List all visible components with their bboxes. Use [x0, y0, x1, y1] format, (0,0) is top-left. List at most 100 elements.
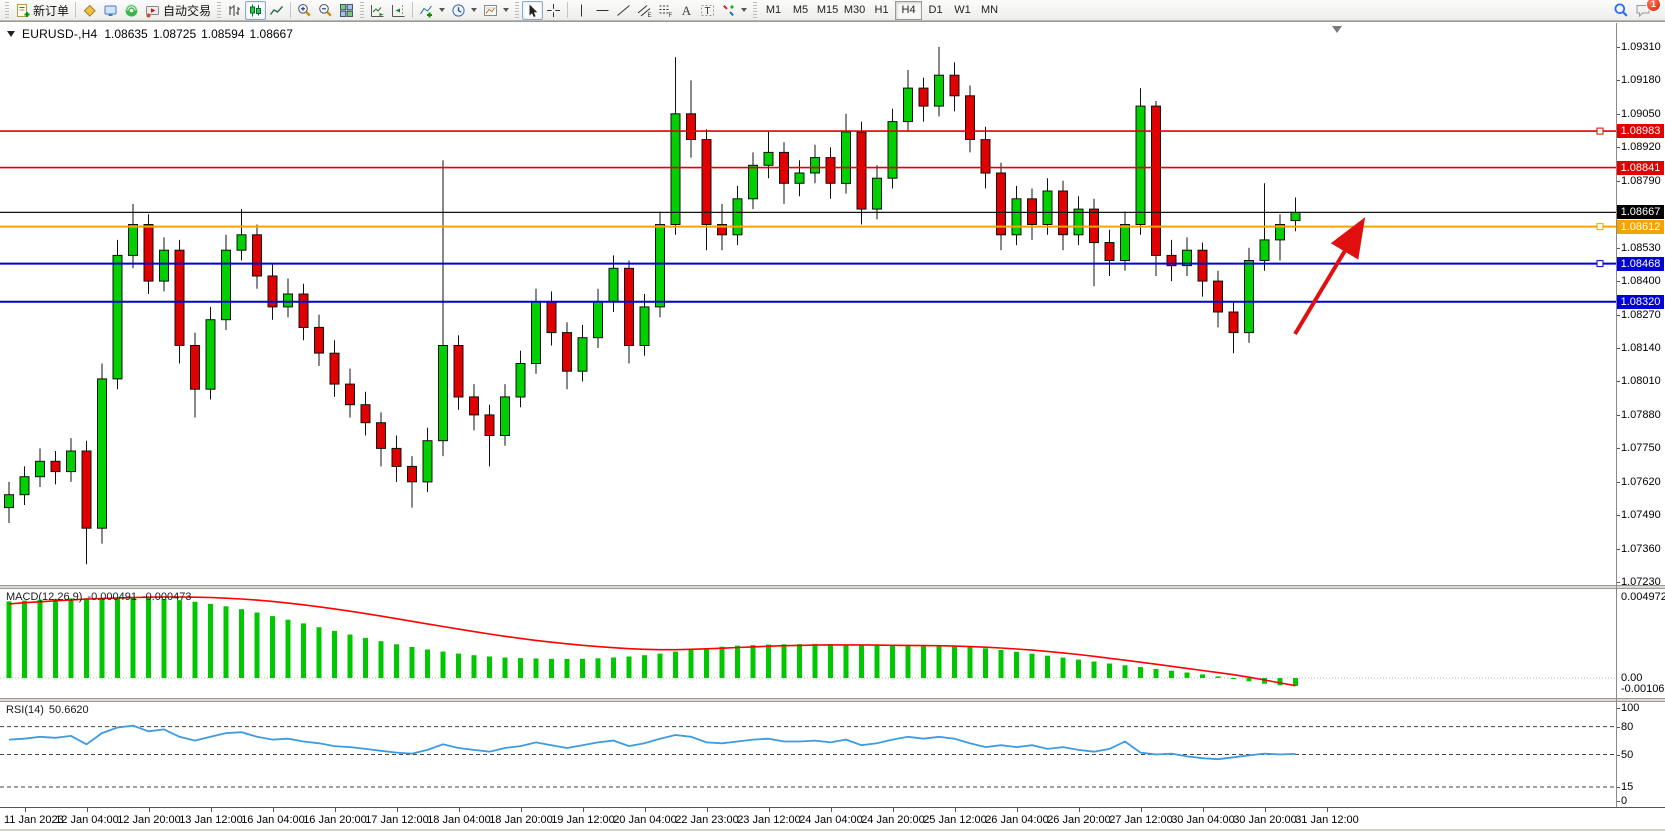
price-tick-label: 1.08530	[1621, 242, 1661, 254]
rsi-panel[interactable]	[0, 702, 1617, 807]
price-axis-tick	[1616, 448, 1620, 449]
chart-menu-triangle-icon[interactable]	[7, 31, 15, 37]
fibonacci-button[interactable]: F	[655, 1, 676, 20]
panel-separator[interactable]	[0, 585, 1665, 589]
timeframe-button-D1[interactable]: D1	[928, 4, 943, 16]
panel-separator[interactable]	[0, 698, 1665, 702]
candle-body	[562, 332, 572, 372]
candle-body	[314, 326, 324, 354]
market-button[interactable]	[79, 1, 100, 20]
price-axis-tick	[1616, 114, 1620, 115]
candlestick-chart-button[interactable]	[245, 0, 267, 20]
toolbar-grip[interactable]	[360, 2, 365, 18]
line-chart-button[interactable]	[266, 1, 287, 20]
equidistant-channel-button[interactable]: E	[634, 1, 655, 20]
timeframe-button-M1[interactable]: M1	[765, 4, 782, 16]
candle-body	[1135, 105, 1146, 225]
crosshair-button[interactable]	[543, 1, 564, 20]
macd-histogram-bar	[487, 656, 492, 678]
add-indicator-icon	[420, 5, 433, 17]
candle-body	[1073, 208, 1084, 236]
rsi-label-row: RSI(14) 50.6620	[6, 704, 89, 716]
time-axis[interactable]: 11 Jan 2023 12 Jan 04:00 12 Jan 20:00 13 Ja…	[0, 807, 1665, 829]
macd-histogram-bar	[735, 645, 740, 678]
search-button[interactable]	[1610, 1, 1632, 20]
bar-low-value: 1.08594	[201, 27, 245, 41]
macd-histogram-bar	[301, 623, 306, 678]
timeframe-button-M5[interactable]: M5	[792, 4, 809, 16]
axis-border-line	[1616, 23, 1617, 807]
candle-body	[407, 465, 417, 483]
macd-histogram-bar	[425, 649, 430, 678]
timeframe-button-H4[interactable]: H4	[895, 0, 923, 20]
macd-histogram-bar	[750, 645, 756, 678]
candle-body	[515, 363, 526, 398]
timeframe-button-W1[interactable]: W1	[954, 4, 971, 16]
clock-icon	[452, 3, 465, 17]
price-tick-label: 1.08920	[1621, 141, 1661, 153]
templates-button[interactable]	[480, 1, 512, 20]
timeframe-button-M15[interactable]: M15	[816, 4, 839, 16]
candle-body	[841, 131, 851, 184]
time-axis-label: 13 Jan 12:00	[179, 814, 243, 826]
time-axis-tick	[273, 808, 274, 812]
periods-button[interactable]	[448, 1, 480, 20]
arrows-button[interactable]	[718, 1, 750, 20]
candle-body	[670, 113, 681, 225]
chat-button[interactable]: 1	[1632, 0, 1661, 20]
macd-histogram-bar	[952, 646, 957, 678]
candle-body	[1244, 260, 1254, 334]
new-order-button[interactable]: 新订单	[12, 1, 72, 20]
macd-histogram-bar	[270, 616, 275, 678]
text-label-button[interactable]: T	[697, 1, 718, 20]
candle-body	[252, 234, 262, 277]
auto-scroll-button[interactable]	[367, 1, 388, 20]
rsi-axis-tick	[1616, 787, 1620, 788]
macd-histogram-bar	[239, 609, 244, 678]
candle-body	[949, 74, 960, 97]
autotrading-button[interactable]: 自动交易	[142, 1, 214, 20]
price-axis-tick	[1616, 47, 1620, 48]
candle-body	[4, 494, 14, 509]
macd-histogram-bar	[1293, 678, 1298, 686]
add-indicator-button[interactable]	[416, 1, 448, 20]
dropdown-caret-icon	[741, 8, 748, 12]
candle-body	[1166, 254, 1177, 267]
trend-line-button[interactable]	[613, 1, 634, 20]
macd-histogram-bar	[1138, 667, 1143, 678]
zoom-out-button[interactable]	[315, 1, 336, 20]
community-button[interactable]	[100, 1, 121, 20]
toolbar-grip[interactable]	[5, 2, 9, 18]
macd-histogram-bar	[177, 600, 182, 678]
text-button[interactable]: A	[676, 1, 697, 20]
zoom-in-button[interactable]	[294, 1, 315, 20]
candle-body	[500, 396, 510, 436]
toolbar-grip[interactable]	[217, 2, 222, 18]
template-icon	[484, 4, 498, 16]
toolbar-grip[interactable]	[753, 2, 758, 18]
bar-chart-button[interactable]	[224, 1, 245, 20]
time-axis-tick	[87, 808, 88, 812]
cursor-button[interactable]	[522, 0, 544, 20]
candle-body	[205, 319, 216, 390]
toolbar-grip[interactable]	[515, 2, 520, 18]
timeframe-button-MN[interactable]: MN	[980, 4, 999, 16]
symbol-period-label: EURUSD-,H4	[22, 27, 98, 41]
signals-button[interactable]	[121, 1, 142, 20]
macd-histogram-bar	[580, 658, 585, 678]
main-chart[interactable]	[0, 23, 1617, 585]
chart-shift-button[interactable]	[388, 1, 409, 20]
time-axis-label: 19 Jan 12:00	[551, 814, 615, 826]
candle-body	[1120, 224, 1130, 261]
timeframe-button-H1[interactable]: H1	[874, 4, 889, 16]
price-tick-label: 1.09050	[1621, 108, 1661, 120]
bar-high-value: 1.08725	[152, 27, 197, 41]
candle-body	[1104, 242, 1115, 261]
macd-panel[interactable]	[0, 589, 1617, 698]
horizontal-line-button[interactable]	[592, 1, 613, 20]
timeframe-button-M30[interactable]: M30	[843, 4, 866, 16]
time-axis-label: 12 Jan 20:00	[117, 814, 181, 826]
tile-windows-button[interactable]	[336, 1, 357, 20]
vertical-line-button[interactable]	[571, 1, 592, 20]
candle-body	[360, 404, 371, 424]
